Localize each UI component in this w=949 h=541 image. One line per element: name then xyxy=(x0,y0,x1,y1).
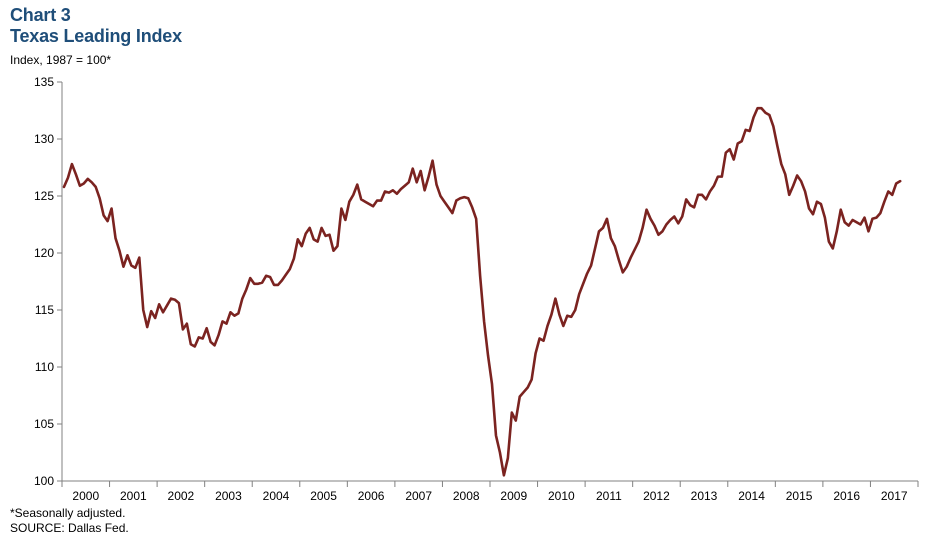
x-tick-label: 2003 xyxy=(215,489,242,503)
y-tick-label: 125 xyxy=(34,189,54,203)
y-axis-units: Index, 1987 = 100* xyxy=(10,53,112,67)
series-group xyxy=(62,106,902,477)
y-tick-label: 135 xyxy=(34,75,54,89)
x-axis-ticks: 2000 2001 2002 2003 2004 2005 2006 2007 2008 2009… xyxy=(61,481,919,503)
x-tick-label: 2005 xyxy=(310,489,337,503)
y-tick-label: 120 xyxy=(34,246,54,260)
y-tick-label: 100 xyxy=(34,474,54,488)
y-tick-label: 105 xyxy=(34,417,54,431)
x-tick-label: 2004 xyxy=(263,489,290,503)
x-tick-label: 2013 xyxy=(691,489,718,503)
x-tick-label: 2009 xyxy=(500,489,527,503)
x-tick-label: 2017 xyxy=(881,489,908,503)
x-tick-label: 2000 xyxy=(72,489,99,503)
source-note: SOURCE: Dallas Fed. xyxy=(10,521,129,535)
x-tick-label: 2008 xyxy=(453,489,480,503)
x-tick-label: 2011 xyxy=(596,489,622,503)
x-tick-label: 2002 xyxy=(168,489,195,503)
chart-title: Texas Leading Index xyxy=(10,26,182,46)
x-tick-label: 2014 xyxy=(738,489,765,503)
footnote: *Seasonally adjusted. xyxy=(10,506,126,520)
y-tick-label: 110 xyxy=(35,360,54,374)
x-tick-label: 2001 xyxy=(120,489,147,503)
x-tick-label: 2012 xyxy=(643,489,670,503)
y-tick-label: 130 xyxy=(34,132,54,146)
axes xyxy=(61,82,918,482)
chart-label: Chart 3 xyxy=(10,5,71,25)
x-tick-label: 2015 xyxy=(786,489,813,503)
y-tick-label: 115 xyxy=(35,303,54,317)
x-tick-label: 2007 xyxy=(405,489,432,503)
x-tick-label: 2006 xyxy=(358,489,385,503)
x-tick-label: 2016 xyxy=(833,489,860,503)
series-line-texas-leading-index xyxy=(62,106,902,477)
y-axis-ticks: 100 105 110 115 120 125 130 135 xyxy=(34,75,62,488)
x-tick-label: 2010 xyxy=(548,489,575,503)
